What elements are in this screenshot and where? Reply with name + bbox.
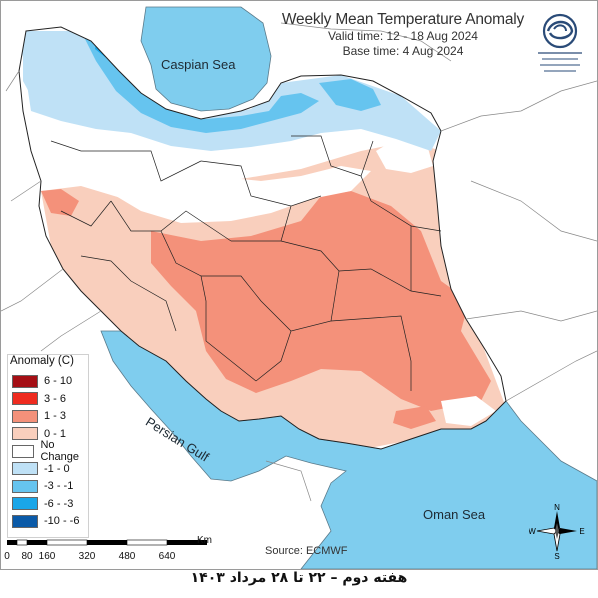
province-borders — [18, 26, 507, 450]
legend-item: 0 - 1 — [12, 426, 66, 442]
scale-unit: Km — [197, 535, 212, 546]
legend-item: 6 - 10 — [12, 373, 72, 389]
legend-item: -6 - -3 — [12, 496, 73, 512]
legend-label: 6 - 10 — [44, 375, 73, 387]
legend-swatch — [12, 514, 38, 528]
legend-label: 0 - 1 — [44, 427, 67, 440]
oman-sea-label: Oman Sea — [423, 507, 486, 522]
legend-swatch — [12, 374, 38, 388]
map-title: Weekly Mean Temperature Anomaly — [281, 11, 525, 28]
legend-swatch — [12, 462, 38, 475]
persian-caption: هفته دوم – ۲۲ تا ۲۸ مرداد ۱۴۰۳ — [190, 570, 408, 586]
legend-swatch — [12, 479, 38, 493]
scale-tick: 160 — [38, 551, 56, 562]
scale-tick: 640 — [158, 551, 176, 562]
no-change-se — [441, 396, 496, 426]
legend-item: 3 - 6 — [12, 391, 66, 407]
title-block: Weekly Mean Temperature Anomaly Valid ti… — [263, 11, 543, 59]
legend-label: -10 - -6 — [44, 515, 80, 527]
legend-label: 1 - 3 — [44, 410, 67, 422]
anomaly-zone-1-3-west — [41, 189, 79, 216]
anomaly-zone-neg-3-1-east — [319, 79, 381, 111]
compass-w: W — [529, 527, 536, 536]
valid-time: Valid time: 12 - 18 Aug 2024 — [328, 29, 478, 43]
legend-label: -1 - 0 — [44, 462, 70, 475]
anomaly-zone-neg-3-1 — [81, 29, 319, 133]
scale-tick: 0 — [4, 551, 10, 562]
scale-tick: 80 — [21, 551, 33, 562]
anomaly-map — [1, 6, 597, 569]
legend-item: No Change — [12, 439, 88, 463]
legend-swatch — [12, 409, 38, 423]
legend-swatch — [12, 497, 38, 510]
legend-title: Anomaly (C) — [10, 355, 74, 367]
organization-logo — [538, 13, 582, 72]
anomaly-zone-1-3-se — [393, 406, 436, 429]
compass-n: N — [554, 503, 560, 512]
anomaly-zone-neg-1-0-west — [23, 41, 71, 105]
legend-label: -3 - -1 — [44, 480, 74, 492]
legend-item: -10 - -6 — [12, 513, 79, 529]
no-change-band — [111, 166, 371, 223]
legend-label: -6 - -3 — [44, 497, 74, 510]
compass-rose-icon: N S E W — [529, 503, 585, 559]
scale-bar: Km 0 80 160 320 480 640 — [4, 535, 217, 563]
caspian-sea-shape — [140, 6, 272, 112]
base-time: Base time: 4 Aug 2024 — [342, 44, 464, 58]
source-label: Source: ECMWF — [265, 545, 348, 557]
scale-tick: 480 — [118, 551, 136, 562]
legend-swatch — [12, 444, 35, 458]
compass-s: S — [554, 552, 559, 559]
legend-item: -1 - 0 — [12, 461, 70, 477]
legend: Anomaly (C) 6 - 10 3 - 6 1 - 3 0 - 1 No Chan… — [7, 354, 89, 538]
compass-e: E — [579, 527, 584, 536]
country-borders — [1, 22, 597, 502]
legend-item: -3 - -1 — [12, 478, 73, 494]
legend-swatch — [12, 427, 38, 440]
legend-label: 3 - 6 — [44, 392, 67, 405]
legend-label: No Change — [40, 439, 80, 463]
map-frame: Weekly Mean Temperature Anomaly Valid ti… — [0, 0, 598, 570]
anomaly-zone-1-3 — [151, 191, 491, 411]
caspian-sea-label: Caspian Sea — [161, 57, 236, 72]
scale-tick: 320 — [78, 551, 96, 562]
legend-swatch — [12, 392, 38, 405]
legend-item: 1 - 3 — [12, 408, 66, 424]
